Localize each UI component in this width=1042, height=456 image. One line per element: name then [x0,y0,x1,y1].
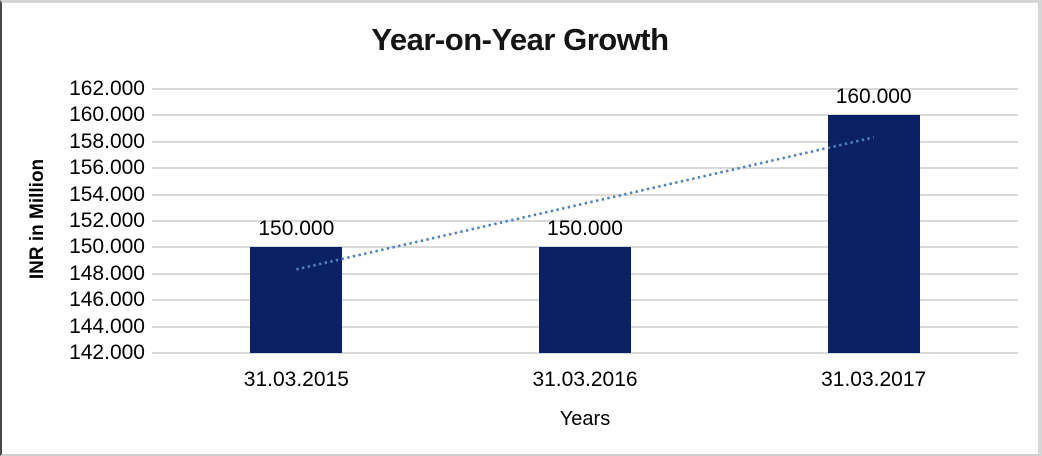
trendline-layer [296,136,874,271]
gridline [152,167,1018,170]
chart-title: Year-on-Year Growth [371,22,669,57]
x-tick-label: 31.03.2017 [821,368,927,391]
y-tick-label: 148.000 [69,261,145,285]
gridline [152,88,1018,90]
bar-value-label: 150.000 [258,217,335,241]
gridline [152,193,1018,196]
y-tick-label: 162.000 [69,77,145,100]
y-tick-label: 152.000 [69,209,145,232]
bar [827,115,920,353]
y-tick-label: 150.000 [69,235,145,259]
gridline [152,220,1018,222]
y-tick-label: 146.000 [69,288,145,312]
plot-area: 150.000 150.000 160.000 [152,85,1018,354]
y-tick-label: 160.000 [69,103,145,127]
gridline [152,246,1018,249]
x-tick-label: 31.03.2016 [532,368,638,391]
y-tick-label: 156.000 [69,156,145,180]
gridline [152,352,1018,354]
y-tick-label: 142.000 [69,341,145,364]
bar [539,247,631,353]
bar [250,247,343,353]
y-tick-label: 158.000 [69,129,145,153]
bar-value-label: 150.000 [547,217,623,241]
y-tick-label: 154.000 [69,182,145,206]
x-axis-tick-labels: 31.03.2015 31.03.2016 31.03.2017 [152,368,1018,398]
y-axis-tick-labels: 162.000 160.000 158.000 156.000 154.000 152.0… [2,77,145,364]
y-tick-label: 144.000 [69,314,145,338]
x-tick-label: 31.03.2015 [243,368,349,391]
gridline [152,114,1018,117]
trendline [296,136,874,271]
x-axis-title: Years [559,408,611,430]
gridline [152,140,1018,143]
bar-value-label: 160.000 [835,85,912,109]
